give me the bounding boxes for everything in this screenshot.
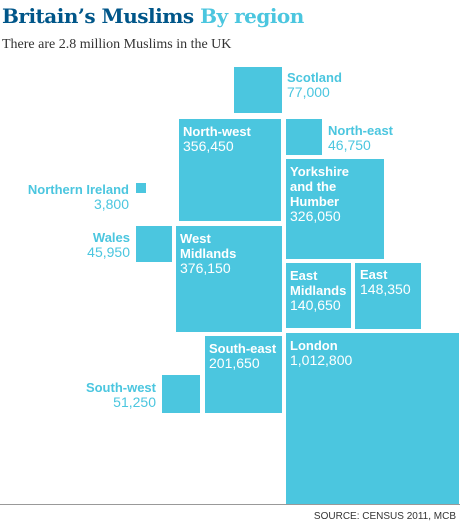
region-value: 201,650	[209, 355, 260, 371]
region-value: 326,050	[290, 208, 341, 224]
chart-subtitle: There are 2.8 million Muslims in the UK	[2, 37, 232, 52]
chart-title: Britain’s Muslims By region	[2, 4, 304, 28]
source-note: SOURCE: CENSUS 2011, MCB	[313, 511, 456, 522]
region-value: 77,000	[287, 84, 330, 100]
region-name: Northern Ireland	[27, 182, 129, 197]
region-name: West Midlands	[180, 231, 237, 261]
region-label-wales: Wales 45,950	[87, 230, 130, 260]
region-label-south-west: South-west 51,250	[86, 380, 156, 410]
region-value: 376,150	[180, 260, 231, 276]
region-block-south-east	[204, 335, 283, 414]
region-name: East Midlands	[290, 268, 347, 298]
region-name: North-west	[183, 124, 251, 139]
region-block-wales	[135, 225, 173, 263]
title-accent: By region	[200, 4, 304, 28]
region-name: East	[360, 267, 388, 282]
region-block-east-midlands	[285, 262, 352, 329]
region-block-scotland	[233, 66, 283, 114]
region-value: 51,250	[113, 394, 156, 410]
region-name: Yorkshire and the Humber	[290, 164, 350, 209]
region-value: 356,450	[183, 138, 234, 154]
footer-rule	[0, 504, 460, 505]
region-block-yorkshire-and-the-humber	[285, 158, 385, 260]
region-name: Wales	[92, 230, 130, 245]
region-label-east: East 148,350	[360, 267, 411, 297]
region-value: 46,750	[328, 137, 371, 153]
region-label-east-midlands: East Midlands 140,650	[290, 268, 346, 313]
region-value: 148,350	[360, 281, 411, 297]
region-name: Scotland	[287, 70, 342, 85]
region-label-north-west: North-west 356,450	[183, 124, 251, 154]
region-block-north-west	[178, 118, 282, 222]
region-label-yorkshire-and-the-humber: Yorkshire and the Humber 326,050	[290, 164, 349, 224]
title-main: Britain’s Muslims	[2, 4, 194, 28]
region-label-scotland: Scotland 77,000	[287, 70, 342, 100]
region-value: 45,950	[87, 244, 130, 260]
region-block-south-west	[161, 374, 201, 414]
region-label-south-east: South-east 201,650	[209, 341, 276, 371]
region-block-east	[354, 262, 422, 330]
region-name: South-east	[209, 341, 277, 356]
region-label-northern-ireland: Northern Ireland 3,800	[28, 182, 129, 212]
region-block-london	[285, 332, 460, 506]
region-block-west-midlands	[175, 225, 283, 333]
region-label-west-midlands: West Midlands 376,150	[180, 231, 236, 276]
region-name: South-west	[85, 380, 156, 395]
region-label-london: London 1,012,800	[290, 338, 352, 368]
region-value: 140,650	[290, 297, 341, 313]
region-label-north-east: North-east 46,750	[328, 123, 393, 153]
region-value: 3,800	[93, 196, 129, 212]
region-value: 1,012,800	[290, 352, 353, 368]
region-block-north-east	[285, 118, 323, 156]
region-block-northern-ireland	[135, 182, 147, 194]
region-name: North-east	[328, 123, 394, 138]
region-name: London	[290, 338, 338, 353]
